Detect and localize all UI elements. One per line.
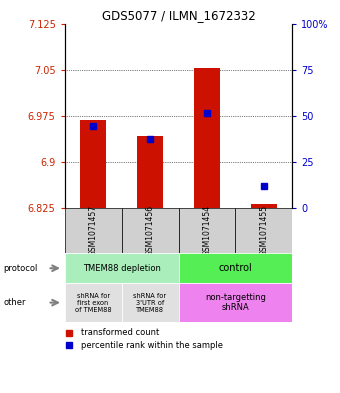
Text: control: control <box>219 263 252 273</box>
Title: GDS5077 / ILMN_1672332: GDS5077 / ILMN_1672332 <box>102 9 255 22</box>
FancyBboxPatch shape <box>65 253 178 283</box>
Text: GSM1071455: GSM1071455 <box>259 205 268 257</box>
FancyBboxPatch shape <box>121 208 178 253</box>
Text: non-targetting
shRNA: non-targetting shRNA <box>205 293 266 312</box>
Bar <box>194 68 220 208</box>
Text: GSM1071457: GSM1071457 <box>89 205 98 257</box>
Bar <box>251 204 277 208</box>
Text: TMEM88 depletion: TMEM88 depletion <box>83 264 160 273</box>
Text: percentile rank within the sample: percentile rank within the sample <box>81 341 223 350</box>
FancyBboxPatch shape <box>235 208 292 253</box>
Text: shRNA for
3'UTR of
TMEM88: shRNA for 3'UTR of TMEM88 <box>134 293 167 312</box>
Bar <box>80 120 106 208</box>
Text: shRNA for
first exon
of TMEM88: shRNA for first exon of TMEM88 <box>75 293 112 312</box>
Bar <box>137 136 163 208</box>
FancyBboxPatch shape <box>178 208 235 253</box>
Text: GSM1071456: GSM1071456 <box>146 205 154 257</box>
FancyBboxPatch shape <box>65 208 121 253</box>
FancyBboxPatch shape <box>178 283 292 322</box>
Text: other: other <box>3 298 26 307</box>
FancyBboxPatch shape <box>121 283 178 322</box>
FancyBboxPatch shape <box>65 283 121 322</box>
Text: GSM1071454: GSM1071454 <box>203 205 211 257</box>
FancyBboxPatch shape <box>178 253 292 283</box>
Text: transformed count: transformed count <box>81 328 159 337</box>
Text: protocol: protocol <box>3 264 38 273</box>
